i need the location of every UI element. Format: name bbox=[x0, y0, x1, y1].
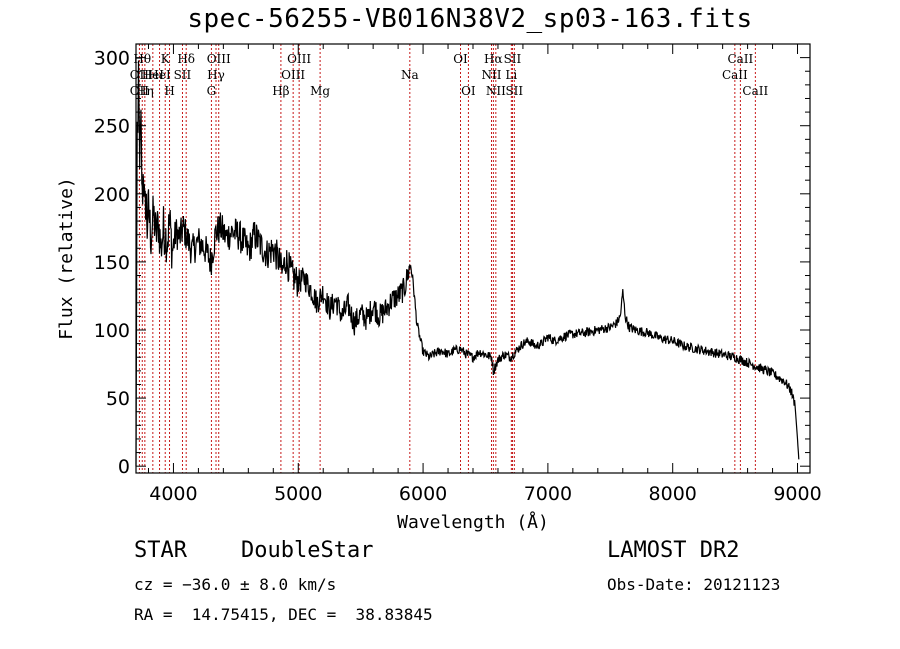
emission-line-label: K bbox=[161, 52, 171, 66]
emission-line-label: OIII bbox=[281, 68, 305, 82]
y-tick-label: 50 bbox=[106, 388, 130, 410]
x-axis-label: Wavelength (Å) bbox=[397, 511, 549, 533]
emission-line-label: H bbox=[164, 84, 174, 98]
emission-line-label: SII bbox=[504, 52, 522, 66]
emission-line-label: OI bbox=[461, 84, 476, 98]
emission-line-label: SII bbox=[174, 68, 192, 82]
emission-line-label: HeI bbox=[148, 68, 171, 82]
emission-line-label: Li bbox=[505, 68, 517, 82]
emission-line-label: Hα bbox=[484, 52, 503, 66]
y-tick-label: 150 bbox=[94, 252, 130, 274]
emission-line-label: OIII bbox=[287, 52, 311, 66]
emission-line-label: G bbox=[207, 84, 217, 98]
emission-line-label: OII bbox=[130, 84, 150, 98]
emission-line-label: NII bbox=[481, 68, 501, 82]
emission-line-label: CaII bbox=[742, 84, 768, 98]
emission-line-label: Hη bbox=[136, 84, 154, 98]
plot-frame bbox=[135, 43, 811, 474]
object-subclass: DoubleStar bbox=[241, 538, 374, 563]
emission-line-label: Hθ bbox=[133, 52, 151, 66]
emission-line-label: SII bbox=[505, 84, 523, 98]
x-axis-ticks: 4000 5000 6000 7000 8000 9000 bbox=[147, 44, 822, 505]
x-tick-label: 7000 bbox=[524, 483, 572, 505]
observation-date: Obs-Date: 20121123 bbox=[607, 575, 781, 594]
y-tick-label: 300 bbox=[94, 48, 130, 70]
emission-line-label: CaII bbox=[727, 52, 753, 66]
x-tick-label: 5000 bbox=[274, 483, 322, 505]
x-tick-label: 4000 bbox=[149, 483, 197, 505]
y-axis-label: Flux (relative) bbox=[56, 177, 77, 340]
y-tick-label: 100 bbox=[94, 320, 130, 342]
emission-line-label: Mg bbox=[310, 84, 330, 98]
coordinates: RA = 14.75415, DEC = 38.83845 bbox=[134, 605, 433, 624]
y-tick-label: 0 bbox=[118, 456, 130, 478]
survey-name: LAMOST DR2 bbox=[607, 538, 740, 563]
y-tick-label: 200 bbox=[94, 184, 130, 206]
spectrum-series-line bbox=[135, 60, 800, 467]
y-tick-label: 250 bbox=[94, 116, 130, 138]
emission-line-label: Hβ bbox=[272, 84, 289, 98]
emission-line-label: OIII bbox=[207, 52, 231, 66]
object-class: STAR bbox=[134, 538, 187, 563]
emission-line-labels: OIIOIIHθHηHeIHeIKHSIIHδGHγOIIIHβOIIIOIII… bbox=[130, 52, 769, 98]
emission-line-label: HeI bbox=[142, 68, 165, 82]
emission-line-label: Hδ bbox=[177, 52, 195, 66]
emission-line-markers bbox=[138, 44, 756, 473]
x-tick-label: 9000 bbox=[773, 483, 821, 505]
emission-line-label: Hγ bbox=[207, 68, 225, 82]
y-axis-ticks: 0 50 100 150 200 250 300 bbox=[94, 43, 810, 478]
emission-line-label: NII bbox=[486, 84, 506, 98]
emission-line-label: CaII bbox=[722, 68, 748, 82]
redshift-velocity: cz = −36.0 ± 8.0 km/s bbox=[134, 575, 337, 594]
emission-line-label: OII bbox=[130, 68, 150, 82]
emission-line-label: Na bbox=[401, 68, 419, 82]
chart-title: spec-56255-VB016N38V2_sp03-163.fits bbox=[187, 4, 753, 34]
x-tick-label: 6000 bbox=[399, 483, 447, 505]
emission-line-label: OI bbox=[453, 52, 468, 66]
x-tick-label: 8000 bbox=[649, 483, 697, 505]
